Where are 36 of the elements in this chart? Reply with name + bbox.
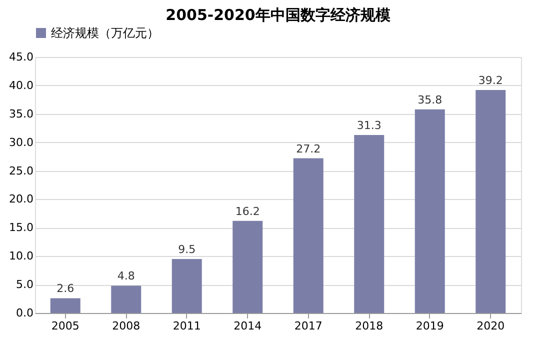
bar xyxy=(476,90,506,313)
bar xyxy=(111,286,142,313)
y-tick-label: 35.0 xyxy=(9,107,34,120)
bar xyxy=(50,298,80,313)
x-tick-label: 2017 xyxy=(294,320,322,332)
y-tick-label: 25.0 xyxy=(9,164,34,178)
legend-label: 经济规模（万亿元） xyxy=(51,26,159,40)
data-label: 9.5 xyxy=(178,242,196,256)
y-tick-label: 40.0 xyxy=(9,78,34,92)
data-label: 27.2 xyxy=(296,142,321,156)
y-tick-label: 15.0 xyxy=(9,221,34,234)
x-tick-label: 2014 xyxy=(234,320,262,332)
x-tick-label: 2020 xyxy=(476,320,505,332)
x-tick-label: 2005 xyxy=(51,320,80,332)
data-label: 39.2 xyxy=(478,74,503,87)
y-tick-label: 5.0 xyxy=(16,278,34,292)
y-tick-label: 30.0 xyxy=(9,136,34,149)
x-tick-label: 2008 xyxy=(112,320,140,332)
x-tick-label: 2019 xyxy=(416,320,444,332)
y-tick-label: 45.0 xyxy=(9,50,34,64)
chart-title: 2005-2020年中国数字经济规模 xyxy=(166,6,392,24)
y-tick-label: 20.0 xyxy=(9,192,34,206)
bar xyxy=(293,158,324,313)
y-tick-label: 0.0 xyxy=(16,306,34,320)
data-label: 35.8 xyxy=(418,93,442,106)
x-tick-label: 2018 xyxy=(355,320,384,332)
bar xyxy=(232,220,263,313)
bar xyxy=(414,109,445,313)
data-label: 31.3 xyxy=(356,118,382,132)
bar xyxy=(172,258,202,313)
x-tick-label: 2011 xyxy=(172,320,201,332)
bar xyxy=(354,134,384,313)
y-tick-label: 10.0 xyxy=(9,250,34,263)
data-label: 2.6 xyxy=(56,282,74,296)
data-label: 4.8 xyxy=(117,270,135,283)
data-label: 16.2 xyxy=(235,204,260,218)
